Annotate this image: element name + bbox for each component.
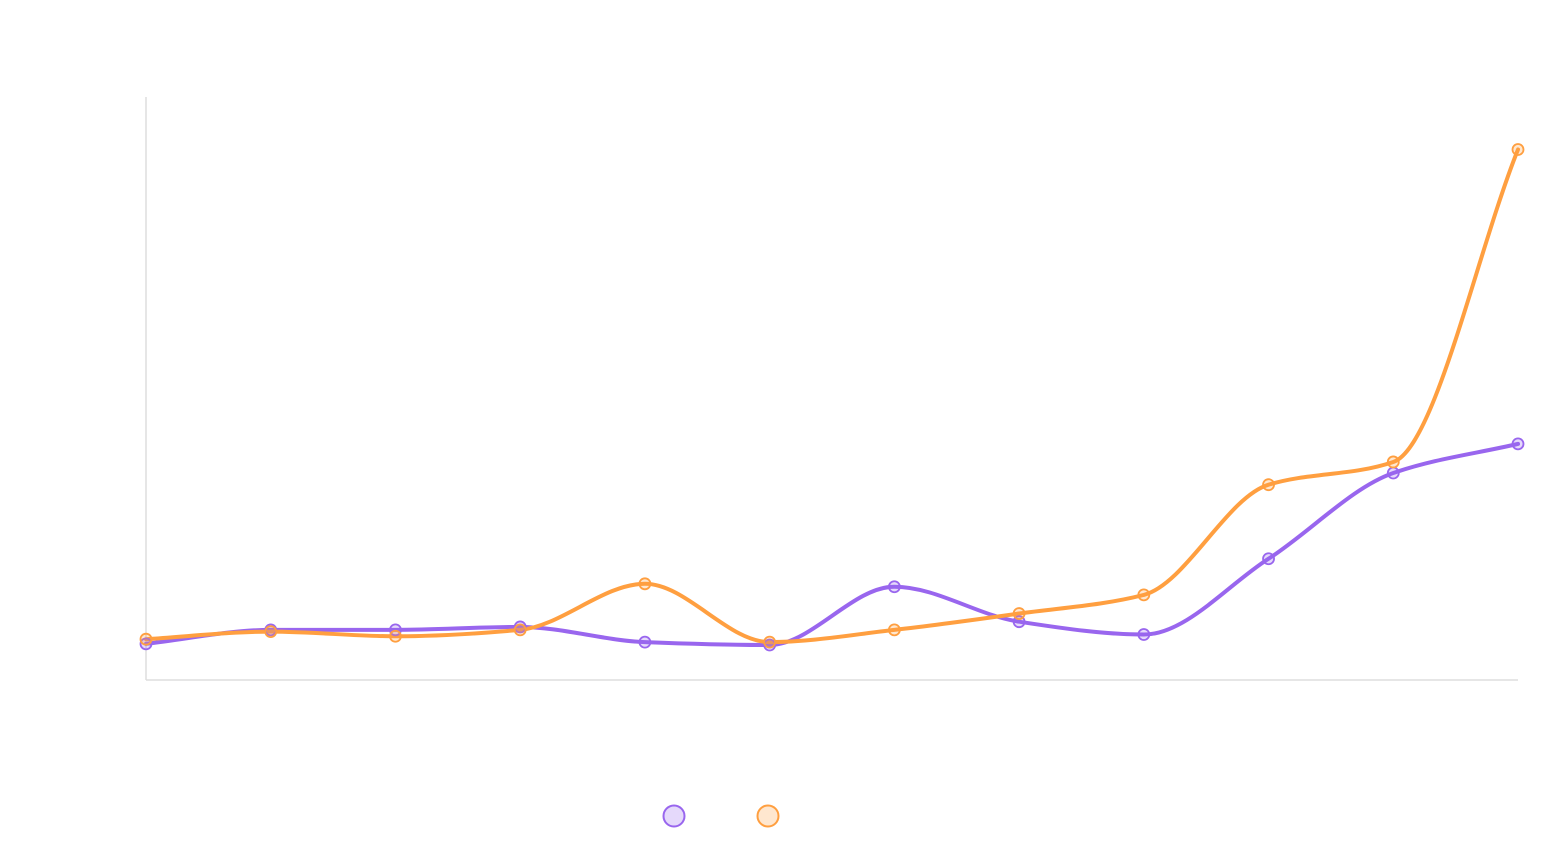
data-point-series-2-8[interactable]: [1012, 607, 1026, 620]
data-point-series-2-9[interactable]: [1137, 588, 1151, 602]
axes: [145, 97, 1518, 681]
data-point-series-1-11[interactable]: [1386, 466, 1400, 480]
data-point-series-1-10[interactable]: [1262, 552, 1275, 566]
data-point-series-2-12[interactable]: [1511, 143, 1525, 156]
data-point-series-2-6[interactable]: [763, 635, 777, 649]
legend-marker-2: [756, 804, 780, 828]
data-point-series-2-3[interactable]: [389, 629, 402, 643]
legend: [662, 804, 780, 828]
data-point-series-1-3[interactable]: [389, 623, 402, 637]
data-point-series-2-10[interactable]: [1262, 478, 1275, 492]
data-point-series-2-4[interactable]: [513, 623, 527, 637]
data-point-series-2-11[interactable]: [1386, 455, 1400, 469]
series-line-2: [144, 147, 1520, 645]
data-point-series-1-9[interactable]: [1137, 628, 1151, 641]
data-point-series-2-7[interactable]: [887, 623, 901, 637]
data-point-series-2-1[interactable]: [139, 632, 153, 646]
data-point-series-2-2[interactable]: [264, 625, 278, 639]
series-layer: [144, 147, 1520, 648]
legend-item-1[interactable]: [662, 804, 686, 828]
data-point-series-1-7[interactable]: [887, 580, 901, 594]
data-point-series-1-12[interactable]: [1511, 437, 1525, 451]
legend-item-2[interactable]: [756, 804, 780, 828]
legend-marker-1: [662, 804, 686, 828]
data-point-series-1-5[interactable]: [638, 635, 652, 649]
points-layer: [139, 143, 1525, 652]
series-line-1: [144, 441, 1520, 648]
data-point-series-2-5[interactable]: [638, 577, 652, 591]
